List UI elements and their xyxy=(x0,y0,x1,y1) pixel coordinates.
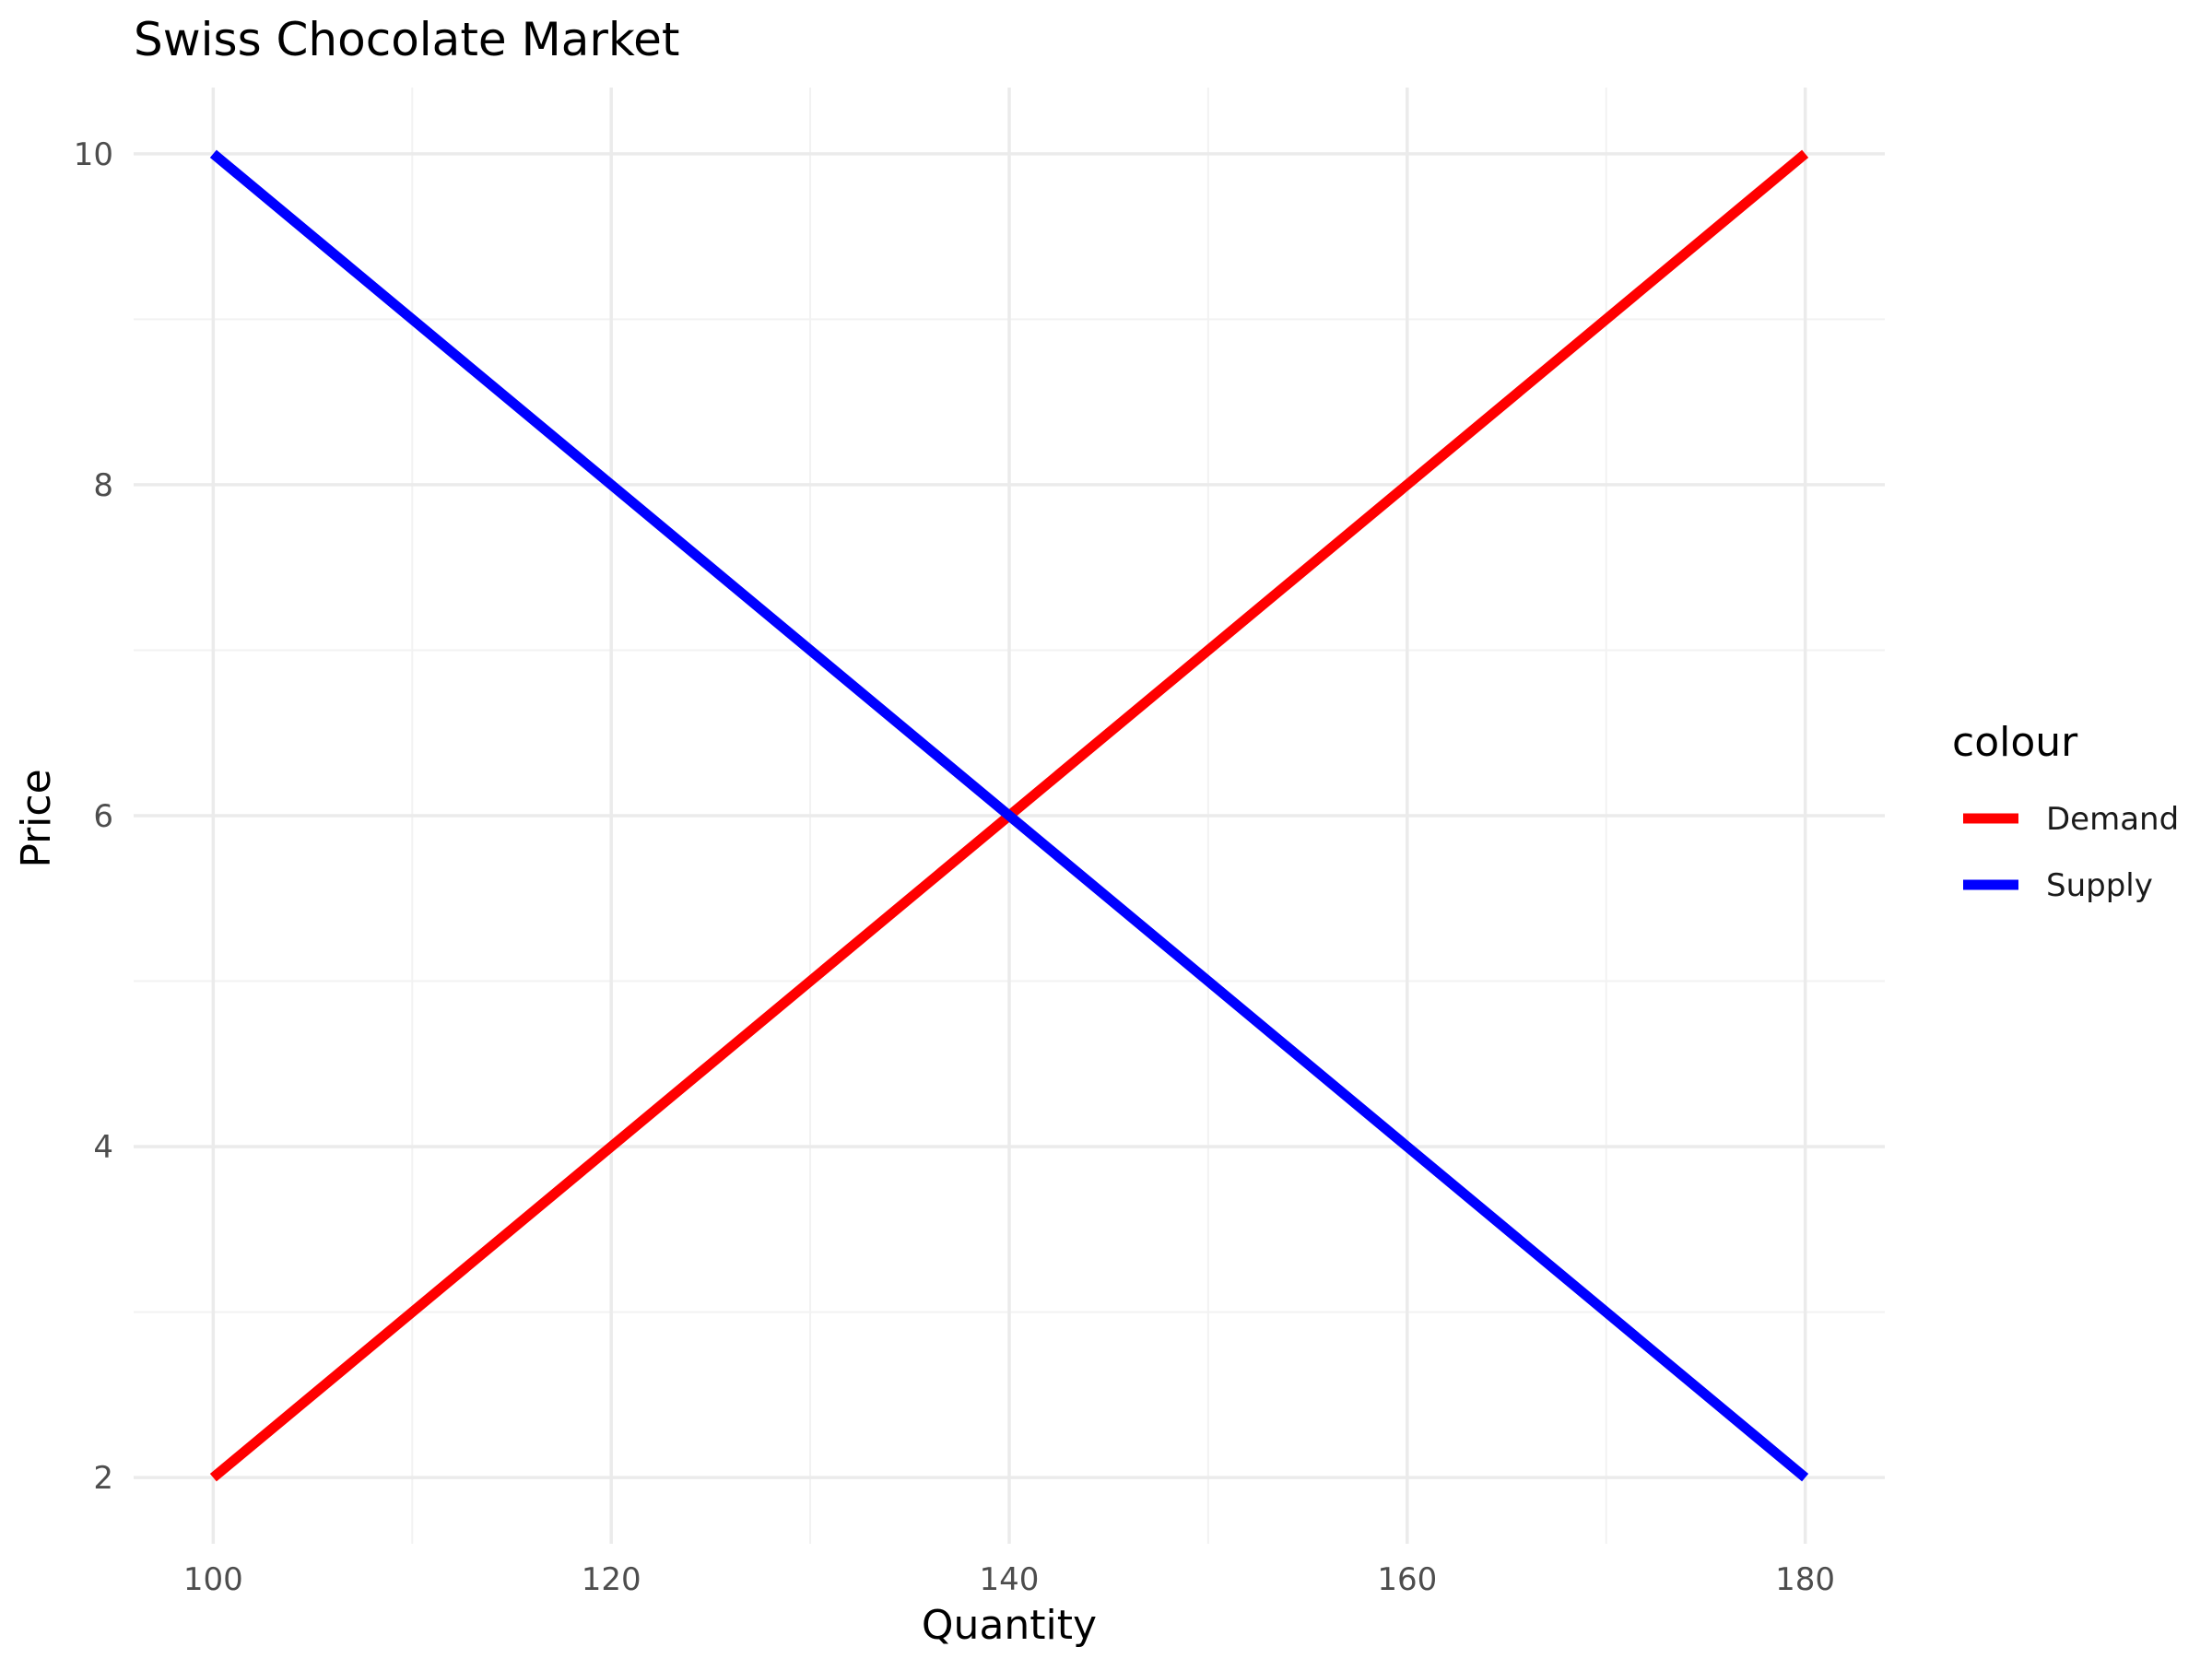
x-tick-label: 140 xyxy=(980,1561,1040,1598)
y-axis-title: Price xyxy=(13,769,60,867)
tick-labels: 100 120 140 160 180 2 4 6 8 10 xyxy=(74,136,1835,1598)
series-layer xyxy=(209,149,1809,1482)
y-tick-label: 2 xyxy=(93,1460,113,1497)
y-tick-label: 8 xyxy=(93,467,113,504)
x-tick-label: 180 xyxy=(1775,1561,1835,1598)
legend-label-supply: Supply xyxy=(2046,867,2153,904)
x-tick-label: 100 xyxy=(183,1561,243,1598)
x-tick-label: 160 xyxy=(1377,1561,1437,1598)
x-tick-label: 120 xyxy=(582,1561,641,1598)
legend-label-demand: Demand xyxy=(2046,801,2179,838)
series-line-supply xyxy=(209,149,1809,1482)
chart-title: Swiss Chocolate Market xyxy=(134,13,679,66)
legend-title: colour xyxy=(1952,719,2078,766)
x-axis-title: Quantity xyxy=(922,1602,1097,1649)
legend-items: Demand Supply xyxy=(1963,801,2179,904)
y-tick-label: 10 xyxy=(74,136,113,173)
y-tick-label: 4 xyxy=(93,1129,113,1166)
y-tick-label: 6 xyxy=(93,798,113,835)
legend: colour Demand Supply xyxy=(1952,719,2179,904)
